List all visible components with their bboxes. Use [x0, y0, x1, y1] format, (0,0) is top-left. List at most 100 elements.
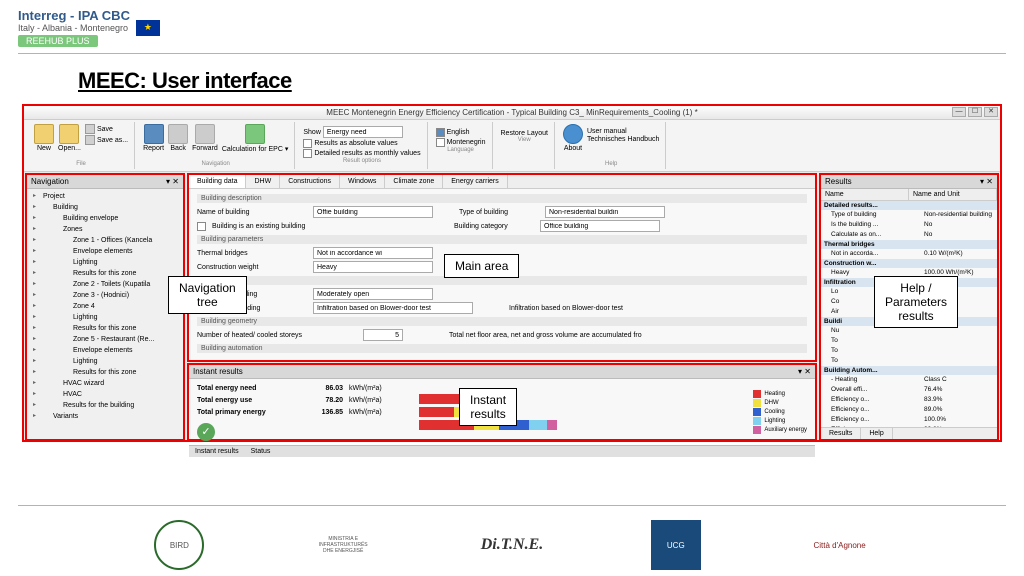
tab-climate-zone[interactable]: Climate zone — [385, 175, 443, 188]
tree-item[interactable]: Variants — [29, 411, 181, 422]
tab-windows[interactable]: Windows — [340, 175, 385, 188]
m2-unit: kWh/(m²a) — [349, 395, 399, 407]
tree-item[interactable]: Lighting — [29, 257, 181, 268]
tree-item[interactable]: Building — [29, 202, 181, 213]
saveas-button[interactable]: Save as... — [85, 135, 128, 145]
group-view-label: View — [501, 137, 548, 143]
open-button[interactable]: Open... — [58, 124, 81, 152]
group-lang-label: Language — [436, 147, 486, 153]
callout-main: Main area — [444, 254, 519, 278]
tree-item[interactable]: Results for this zone — [29, 323, 181, 334]
existing-checkbox[interactable] — [197, 222, 206, 231]
back-button[interactable]: Back — [168, 124, 188, 152]
logo-ditne: Di.T.N.E. — [482, 520, 542, 570]
save-button[interactable]: Save — [85, 124, 128, 134]
cond-input[interactable] — [313, 302, 473, 314]
tree-item[interactable]: Project — [29, 191, 181, 202]
results-pin-icon[interactable]: ▾ ✕ — [980, 177, 993, 186]
group-file-label: File — [34, 161, 128, 167]
m2-label: Total energy use — [197, 395, 297, 407]
forward-button[interactable]: Forward — [192, 124, 218, 152]
status-tab-status[interactable]: Status — [251, 448, 271, 455]
tree-item[interactable]: Zone 3 - (Hodnici) — [29, 290, 181, 301]
storeys-input[interactable] — [363, 329, 403, 341]
results-tab-help[interactable]: Help — [861, 428, 892, 439]
tree-item[interactable]: Zones — [29, 224, 181, 235]
restore-layout-button[interactable]: Restore Layout — [501, 130, 548, 137]
eu-flag-icon: ★ — [136, 20, 160, 36]
lang-english[interactable]: English — [436, 128, 486, 137]
m2-val: 78.20 — [303, 395, 343, 407]
navigation-tree[interactable]: ProjectBuildingBuilding envelopeZonesZon… — [27, 189, 183, 439]
tree-item[interactable]: Envelope elements — [29, 345, 181, 356]
type-input[interactable] — [545, 206, 665, 218]
tab-energy-carriers[interactable]: Energy carriers — [443, 175, 507, 188]
m3-val: 136.85 — [303, 407, 343, 419]
tree-item[interactable]: Building envelope — [29, 213, 181, 224]
nav-title: Navigation — [31, 177, 69, 186]
section-automation: Building automation — [197, 344, 807, 353]
m1-val: 86.03 — [303, 383, 343, 395]
handbuch-link[interactable]: Technisches Handbuch — [587, 136, 659, 143]
about-button[interactable]: About — [563, 124, 583, 152]
tab-building-data[interactable]: Building data — [189, 175, 246, 188]
results-tab-results[interactable]: Results — [821, 428, 861, 439]
lang-montenegrin[interactable]: Montenegrin — [436, 138, 486, 147]
report-button[interactable]: Report — [143, 124, 164, 152]
page-header: Interreg - IPA CBC Italy - Albania - Mon… — [0, 0, 1024, 47]
tab-constructions[interactable]: Constructions — [280, 175, 340, 188]
tree-item[interactable]: Results for this zone — [29, 367, 181, 378]
storeys-label: Number of heated/ cooled storeys — [197, 332, 357, 339]
reehub-badge: REEHUB PLUS — [18, 35, 98, 47]
tree-item[interactable]: Results for this zone — [29, 268, 181, 279]
m1-unit: kWh/(m²a) — [349, 383, 399, 395]
calc-button[interactable]: Calculation for EPC ▾ — [222, 124, 289, 153]
callout-instant: Instant results — [459, 388, 517, 426]
status-tab-instant[interactable]: Instant results — [195, 448, 239, 455]
logo-ucg: UCG — [651, 520, 701, 570]
close-button[interactable]: ✕ — [984, 107, 998, 117]
manual-link[interactable]: User manual — [587, 128, 659, 135]
loc-input[interactable] — [313, 288, 433, 300]
maximize-button[interactable]: ☐ — [968, 107, 982, 117]
cat-input[interactable] — [540, 220, 660, 232]
tb-label: Thermal bridges — [197, 250, 307, 257]
show-dropdown[interactable]: Show — [303, 126, 420, 138]
window-titlebar: MEEC Montenegrin Energy Efficiency Certi… — [24, 106, 1000, 120]
opt-monthly[interactable]: Detailed results as monthly values — [303, 149, 420, 158]
tree-item[interactable]: Lighting — [29, 356, 181, 367]
navigation-panel: Navigation ▾ ✕ ProjectBuildingBuilding en… — [25, 173, 185, 441]
instant-title: Instant results — [193, 367, 243, 376]
m1-label: Total energy need — [197, 383, 297, 395]
name-input[interactable] — [313, 206, 433, 218]
energy-legend: HeatingDHWCoolingLightingAuxiliary energ… — [753, 383, 807, 441]
res-col-unit: Name and Unit — [909, 189, 997, 200]
tree-item[interactable]: Envelope elements — [29, 246, 181, 257]
tree-item[interactable]: Zone 2 - Toilets (Kupatila — [29, 279, 181, 290]
minimize-button[interactable]: — — [952, 107, 966, 117]
geom-note: Total net floor area, net and gross volu… — [449, 332, 642, 339]
tree-item[interactable]: Lighting — [29, 312, 181, 323]
tree-item[interactable]: HVAC — [29, 389, 181, 400]
tree-item[interactable]: HVAC wizard — [29, 378, 181, 389]
opt-absolute[interactable]: Results as absolute values — [303, 139, 420, 148]
group-nav-label: Navigation — [143, 161, 288, 167]
existing-label: Building is an existing building — [212, 223, 428, 230]
interreg-logo-text: Interreg - IPA CBC — [18, 8, 130, 23]
nav-pin-icon[interactable]: ▾ ✕ — [166, 177, 179, 186]
new-button[interactable]: New — [34, 124, 54, 152]
tree-item[interactable]: Zone 5 - Restaurant (Re... — [29, 334, 181, 345]
ribbon: New Open... Save Save as... File Report … — [24, 120, 1000, 172]
tree-item[interactable]: Results for the building — [29, 400, 181, 411]
interreg-sub: Italy - Albania - Montenegro — [18, 23, 130, 33]
m3-unit: kWh/(m²a) — [349, 407, 399, 419]
instant-pin-icon[interactable]: ▾ ✕ — [798, 367, 811, 376]
tab-dhw[interactable]: DHW — [246, 175, 280, 188]
group-help-label: Help — [563, 161, 659, 167]
cw-input[interactable] — [313, 261, 433, 273]
tree-item[interactable]: Zone 4 — [29, 301, 181, 312]
group-result-label: Result options — [303, 158, 420, 164]
app-window: MEEC Montenegrin Energy Efficiency Certi… — [22, 104, 1002, 442]
tb-input[interactable] — [313, 247, 433, 259]
tree-item[interactable]: Zone 1 - Offices (Kancela — [29, 235, 181, 246]
